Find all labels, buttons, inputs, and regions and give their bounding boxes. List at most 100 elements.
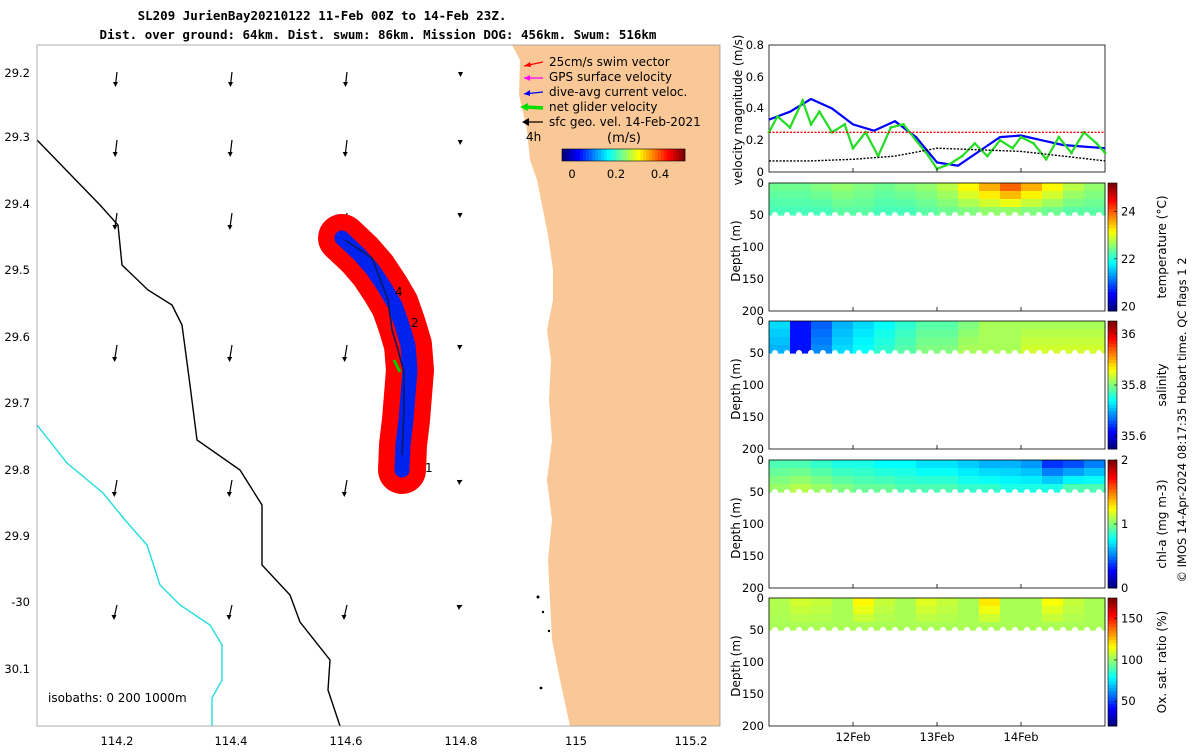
section-cell bbox=[937, 207, 959, 216]
colorbar-segment bbox=[1108, 671, 1117, 676]
colorbar-segment bbox=[1108, 485, 1117, 490]
section-cell bbox=[895, 191, 917, 200]
section-cell bbox=[832, 598, 854, 607]
profile-edge bbox=[868, 489, 874, 495]
section-cell bbox=[853, 207, 875, 216]
velocity-y-tick: 0 bbox=[757, 165, 764, 179]
section-cell bbox=[1042, 329, 1064, 338]
section-cell bbox=[895, 321, 917, 330]
section-cell bbox=[916, 614, 938, 623]
svg-text:sfc geo. vel. 14-Feb-2021: sfc geo. vel. 14-Feb-2021 bbox=[549, 115, 701, 129]
colorbar-segment bbox=[1108, 189, 1117, 194]
colorbar-segment bbox=[1108, 488, 1117, 493]
section-cell bbox=[790, 183, 812, 192]
map-panel: 1 2 4 4h 25cm/s swim vector GPS surface … bbox=[4, 44, 721, 748]
section-cell bbox=[874, 191, 896, 200]
map-y-tick: 29.9 bbox=[4, 529, 30, 543]
section-cell bbox=[1000, 191, 1022, 200]
profile-edge bbox=[808, 350, 814, 356]
colorbar-segment bbox=[1108, 658, 1117, 663]
section-cell bbox=[1021, 337, 1043, 346]
section-cell bbox=[1000, 460, 1022, 469]
geo-velocity-arrow bbox=[341, 604, 348, 620]
map-legend: 25cm/s swim vector GPS surface velocity … bbox=[520, 55, 701, 129]
map-colorbar-segment bbox=[655, 149, 659, 161]
colorbar-segment bbox=[1108, 578, 1117, 583]
section-colorbar: 20 22 24 temperature (°C) bbox=[1107, 182, 1169, 313]
geo-velocity-arrow bbox=[343, 71, 348, 87]
profile-edge bbox=[832, 627, 838, 633]
profile-edge bbox=[1000, 350, 1006, 356]
colorbar-segment bbox=[1108, 330, 1117, 335]
profile-edge bbox=[940, 627, 946, 633]
section-cell bbox=[853, 598, 875, 607]
velocity-series-line bbox=[768, 97, 1106, 167]
colorbar-segment bbox=[1108, 240, 1117, 245]
colorbar-segment bbox=[1108, 626, 1117, 631]
section-cell bbox=[832, 199, 854, 208]
section-ylabel: Depth (m) bbox=[729, 635, 743, 696]
section-cell bbox=[937, 598, 959, 607]
section-cell bbox=[937, 337, 959, 346]
profile-edge bbox=[1072, 350, 1078, 356]
profile-edge bbox=[928, 350, 934, 356]
section-cell bbox=[1021, 199, 1043, 208]
section-cell bbox=[958, 329, 980, 338]
time-tick-14feb: 14Feb bbox=[1004, 730, 1039, 744]
colorbar-segment bbox=[1108, 633, 1117, 637]
colorbar-segment bbox=[1108, 436, 1117, 440]
profile-edge bbox=[1096, 212, 1102, 218]
map-colorbar-segment bbox=[571, 149, 575, 161]
section-cell bbox=[1063, 460, 1085, 469]
section-cell bbox=[1000, 468, 1022, 477]
section-cell bbox=[769, 321, 791, 330]
profile-edge bbox=[1048, 212, 1054, 218]
map-colorbar-segment bbox=[568, 149, 572, 161]
profile-edge bbox=[1084, 350, 1090, 356]
colorbar-segment bbox=[1108, 581, 1117, 586]
section-cell bbox=[1063, 606, 1085, 615]
colorbar-segment bbox=[1108, 337, 1117, 341]
section-cell bbox=[874, 199, 896, 208]
colorbar-tick: 0 bbox=[1121, 581, 1128, 595]
section-cell bbox=[895, 476, 917, 485]
section-cell bbox=[811, 337, 833, 346]
section-cell bbox=[1063, 329, 1085, 338]
colorbar-segment bbox=[1108, 649, 1117, 653]
profile-edge bbox=[772, 489, 778, 495]
profile-edge bbox=[976, 627, 982, 633]
profile-edge bbox=[1036, 627, 1042, 633]
section-cell bbox=[1084, 191, 1106, 200]
section-cell bbox=[1000, 345, 1022, 354]
section-cell bbox=[874, 622, 896, 631]
velocity-point bbox=[889, 126, 893, 129]
section-cell bbox=[832, 468, 854, 477]
section-ylabel: Depth (m) bbox=[729, 358, 743, 419]
profile-edge bbox=[856, 627, 862, 633]
section-cell bbox=[1021, 191, 1043, 200]
colorbar-segment bbox=[1108, 524, 1117, 528]
section-cell bbox=[811, 614, 833, 623]
section-cell bbox=[874, 484, 896, 493]
map-colorbar-segment bbox=[562, 149, 566, 161]
colorbar-segment bbox=[1108, 199, 1117, 203]
section-cell bbox=[1000, 484, 1022, 493]
profile-edge bbox=[820, 489, 826, 495]
section-y-tick: 150 bbox=[742, 687, 764, 701]
velocity-ylabel: velocity magnitude (m/s) bbox=[731, 35, 745, 186]
section-cell bbox=[1000, 207, 1022, 216]
map-axes-box bbox=[36, 44, 721, 727]
section-cell bbox=[1000, 183, 1022, 192]
section-cell bbox=[1000, 598, 1022, 607]
profile-edge bbox=[964, 627, 970, 633]
profile-edge bbox=[856, 350, 862, 356]
colorbar-segment bbox=[1108, 378, 1117, 383]
profile-edge bbox=[952, 489, 958, 495]
colorbar-segment bbox=[1108, 562, 1117, 567]
colorbar-segment bbox=[1108, 530, 1117, 535]
profile-edge bbox=[988, 350, 994, 356]
colorbar-segment bbox=[1108, 476, 1117, 480]
profile-edge bbox=[1060, 212, 1066, 218]
colorbar-segment bbox=[1108, 426, 1117, 431]
map-colorbar-segment bbox=[601, 149, 605, 161]
